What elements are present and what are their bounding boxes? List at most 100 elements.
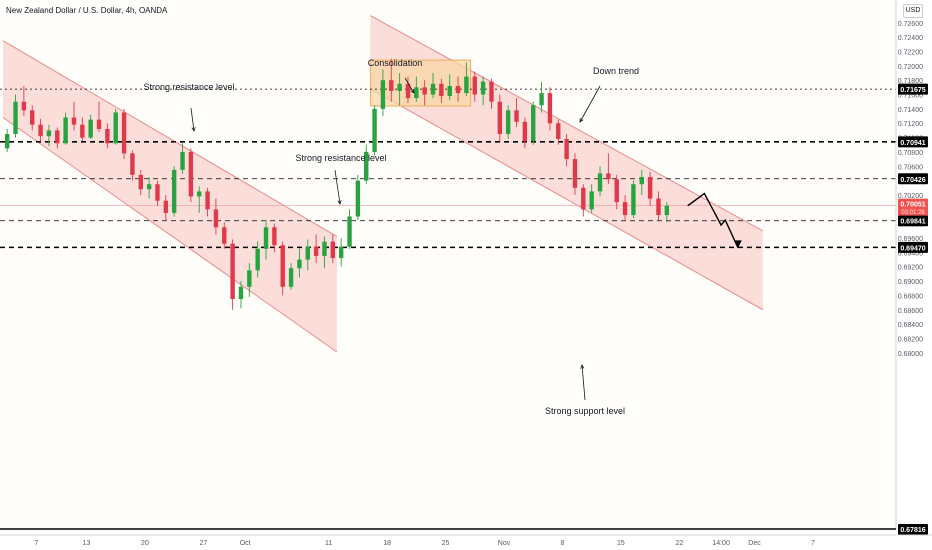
- candle-body: [113, 112, 118, 144]
- candle[interactable]: [272, 223, 277, 253]
- level-badge-text: 0.70941: [900, 140, 925, 147]
- candle[interactable]: [138, 169, 143, 195]
- candle[interactable]: [4, 128, 10, 152]
- candle-body: [230, 243, 235, 300]
- candle[interactable]: [197, 186, 202, 213]
- candle[interactable]: [572, 153, 578, 195]
- candle[interactable]: [171, 166, 177, 217]
- candle[interactable]: [547, 87, 553, 131]
- candle[interactable]: [38, 118, 43, 142]
- candle[interactable]: [205, 187, 210, 217]
- candle[interactable]: [130, 150, 135, 181]
- candle[interactable]: [71, 101, 77, 131]
- candle[interactable]: [238, 281, 244, 309]
- candle-body: [4, 133, 10, 149]
- candle[interactable]: [146, 177, 152, 199]
- candle[interactable]: [113, 108, 118, 145]
- candle-body: [46, 130, 52, 137]
- candle[interactable]: [631, 180, 636, 218]
- candle[interactable]: [380, 69, 386, 117]
- candle[interactable]: [430, 73, 436, 99]
- candle[interactable]: [347, 209, 352, 249]
- candle[interactable]: [322, 236, 327, 269]
- candle[interactable]: [188, 148, 194, 203]
- candle[interactable]: [155, 180, 160, 206]
- candle[interactable]: [364, 144, 369, 185]
- candle[interactable]: [105, 123, 110, 149]
- candle[interactable]: [439, 78, 444, 104]
- candle[interactable]: [464, 62, 469, 96]
- candle[interactable]: [472, 71, 477, 102]
- candle[interactable]: [556, 119, 561, 145]
- candle[interactable]: [639, 169, 644, 195]
- candle-body: [389, 80, 394, 91]
- candle[interactable]: [163, 194, 169, 221]
- candle-body: [664, 205, 670, 216]
- candle[interactable]: [180, 143, 185, 174]
- candle[interactable]: [455, 76, 461, 102]
- candle-body: [364, 151, 369, 181]
- candle[interactable]: [222, 222, 227, 249]
- candle[interactable]: [597, 166, 603, 197]
- candle[interactable]: [647, 172, 653, 206]
- candle[interactable]: [505, 105, 511, 140]
- candle[interactable]: [622, 194, 628, 221]
- candle-body: [455, 85, 461, 94]
- candle[interactable]: [405, 76, 411, 104]
- channel-2-upper-line: [370, 15, 764, 232]
- candle[interactable]: [447, 74, 452, 101]
- candle[interactable]: [88, 114, 93, 140]
- candle-body: [238, 286, 244, 300]
- candle[interactable]: [338, 238, 344, 267]
- candle[interactable]: [255, 241, 260, 278]
- candle[interactable]: [606, 153, 611, 185]
- candle[interactable]: [55, 127, 60, 149]
- candle[interactable]: [247, 263, 252, 297]
- candle[interactable]: [213, 198, 219, 235]
- candle[interactable]: [63, 112, 68, 145]
- candle[interactable]: [21, 85, 27, 117]
- candle[interactable]: [230, 239, 235, 310]
- candle[interactable]: [305, 239, 310, 271]
- candle[interactable]: [531, 101, 536, 145]
- candle-body: [213, 209, 219, 228]
- candle[interactable]: [539, 81, 544, 113]
- candle[interactable]: [280, 241, 285, 296]
- candle[interactable]: [480, 76, 486, 106]
- candle[interactable]: [614, 174, 619, 210]
- candle[interactable]: [497, 94, 503, 142]
- candle[interactable]: [422, 80, 427, 106]
- bottom-level-badge: [898, 524, 928, 535]
- candle[interactable]: [372, 105, 377, 156]
- candle[interactable]: [297, 248, 302, 278]
- candle[interactable]: [522, 117, 528, 149]
- candle[interactable]: [414, 76, 419, 102]
- candle[interactable]: [330, 234, 336, 264]
- candle[interactable]: [13, 94, 18, 138]
- candle[interactable]: [397, 73, 402, 106]
- candle[interactable]: [263, 220, 269, 260]
- candle[interactable]: [489, 78, 494, 109]
- candle[interactable]: [355, 174, 361, 221]
- candle[interactable]: [581, 184, 586, 217]
- candle[interactable]: [96, 101, 102, 132]
- candle[interactable]: [664, 202, 670, 223]
- candle[interactable]: [30, 105, 35, 131]
- currency-button[interactable]: USD: [903, 4, 923, 18]
- candle[interactable]: [589, 184, 594, 213]
- candle[interactable]: [389, 58, 394, 102]
- candles-layer[interactable]: [4, 58, 670, 310]
- candle[interactable]: [80, 117, 85, 142]
- candle[interactable]: [564, 133, 569, 167]
- candle[interactable]: [121, 108, 127, 160]
- candle[interactable]: [656, 191, 661, 221]
- x-tick-label: 27: [200, 540, 208, 547]
- annotation-arrow: [404, 77, 415, 94]
- annotation-arrowhead: [191, 127, 196, 132]
- candle[interactable]: [313, 234, 319, 264]
- candle[interactable]: [46, 124, 52, 147]
- candle[interactable]: [288, 263, 294, 290]
- candle[interactable]: [514, 98, 519, 127]
